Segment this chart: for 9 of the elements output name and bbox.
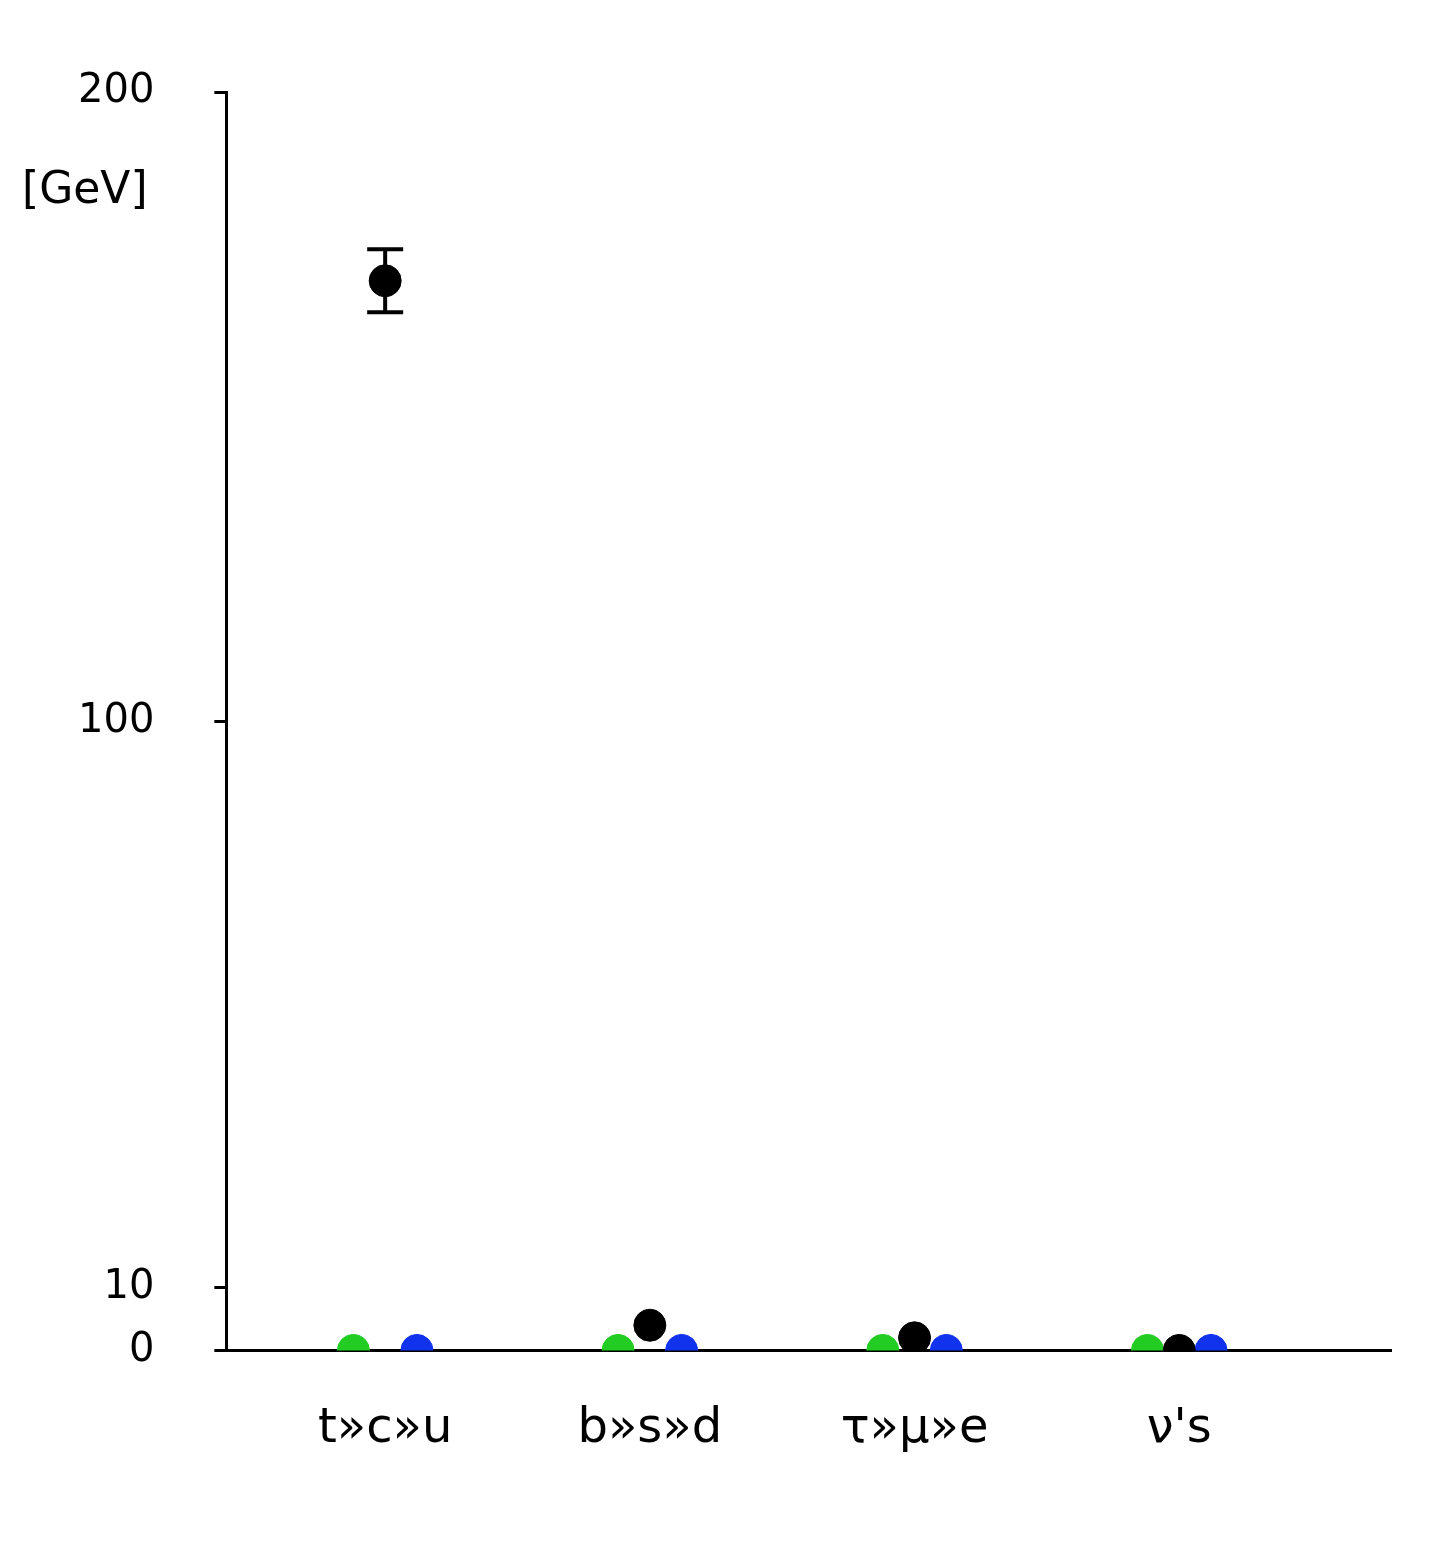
x-tick-label: t»c»u [317,1396,453,1453]
y-tick-label: 100 [77,694,155,741]
x-tick-label: ν's [1146,1396,1212,1453]
y-tick-label: 0 [128,1323,155,1370]
x-tick-label: τ»μ»e [840,1396,989,1453]
y-axis-title: [GeV] [22,162,148,214]
y-tick-label: 200 [77,65,155,112]
y-tick-label: 10 [103,1260,155,1307]
x-tick-label: b»s»d [577,1396,723,1453]
